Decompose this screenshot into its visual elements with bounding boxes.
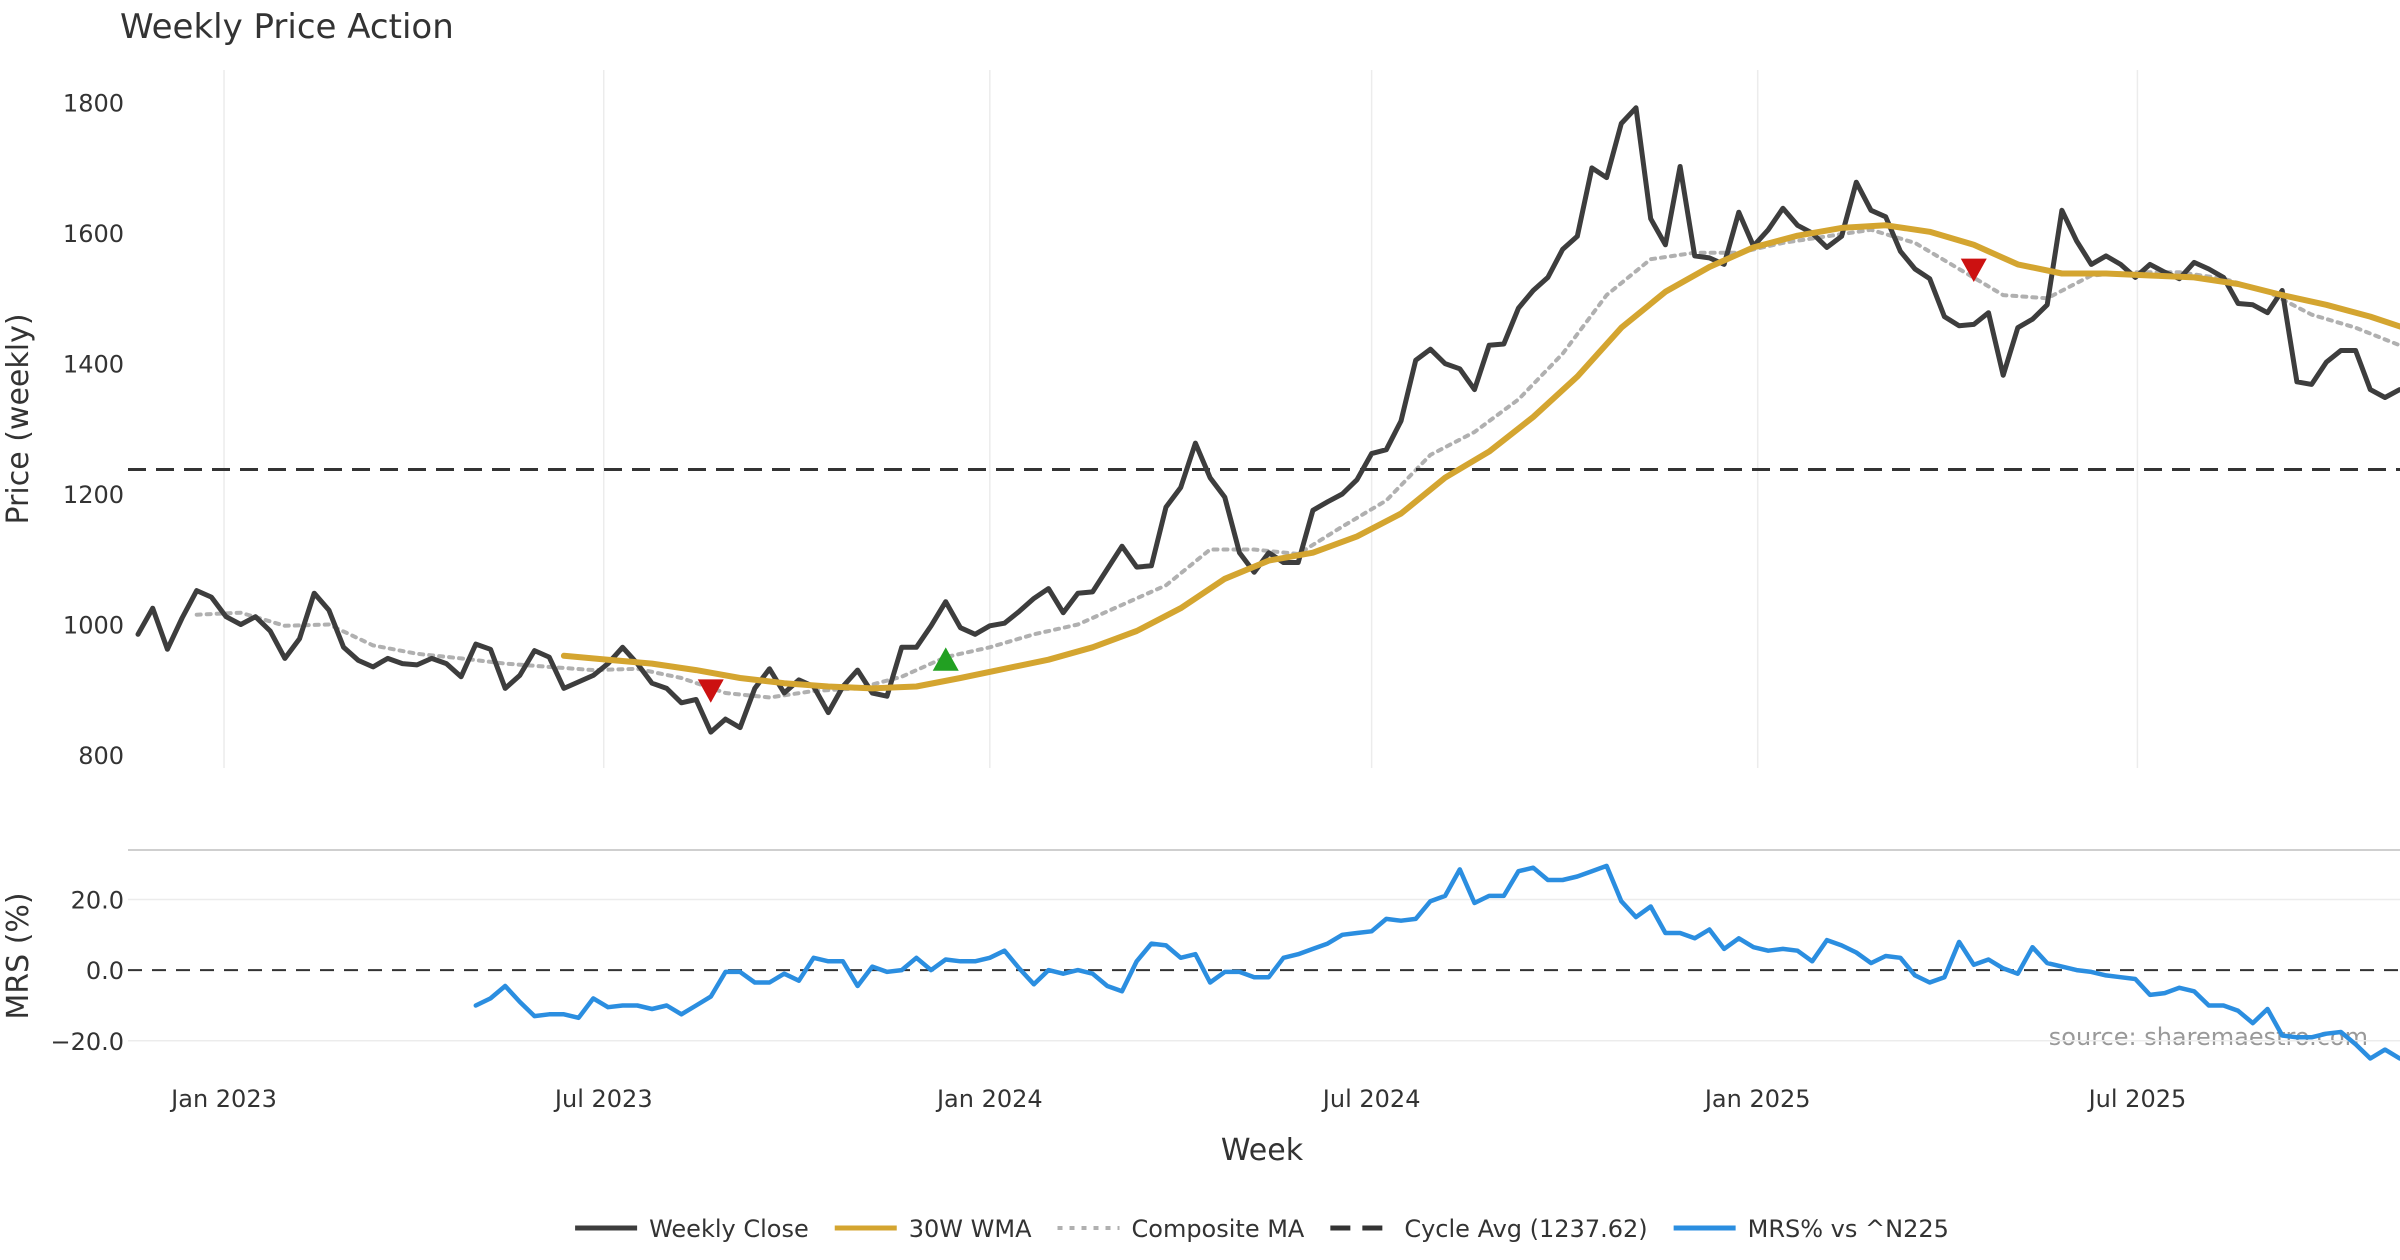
sell-signal-marker bbox=[697, 679, 724, 703]
x-tick-label: Jan 2024 bbox=[935, 1085, 1043, 1113]
price-y-tick-labels: 800 1000 1200 1400 1600 1800 bbox=[63, 90, 124, 770]
legend-label: Weekly Close bbox=[649, 1215, 809, 1243]
mrs-y-tick-labels: −20.0 0.0 20.0 bbox=[50, 886, 124, 1055]
buy-signal-marker bbox=[932, 647, 959, 671]
legend-label: Composite MA bbox=[1132, 1215, 1305, 1243]
x-tick-label: Jan 2025 bbox=[1703, 1085, 1811, 1113]
price-y-axis-label: Price (weekly) bbox=[1, 313, 36, 524]
mrs-y-tick-label: 20.0 bbox=[71, 886, 124, 914]
price-y-tick-label: 1600 bbox=[63, 220, 124, 248]
x-tick-label: Jul 2023 bbox=[553, 1085, 653, 1113]
mrs-y-tick-label: −20.0 bbox=[50, 1028, 124, 1056]
chart-legend: Weekly Close 30W WMA Composite MA Cycle Avg… bbox=[575, 1215, 1949, 1243]
mrs-y-tick-label: 0.0 bbox=[86, 957, 124, 985]
x-tick-label: Jan 2023 bbox=[169, 1085, 277, 1113]
series-weekly-close-line bbox=[135, 105, 2400, 735]
series-mrs-line bbox=[473, 863, 2400, 1061]
price-y-tick-label: 1400 bbox=[63, 351, 124, 379]
price-y-tick-label: 1000 bbox=[63, 611, 124, 639]
x-tick-label: Jul 2025 bbox=[2087, 1085, 2187, 1113]
mrs-series-group bbox=[473, 863, 2400, 1061]
price-y-tick-label: 1200 bbox=[63, 481, 124, 509]
price-y-tick-label: 1800 bbox=[63, 90, 124, 118]
x-axis-label: Week bbox=[1221, 1133, 1304, 1168]
signal-markers bbox=[697, 258, 1987, 703]
price-gridlines bbox=[223, 70, 2139, 768]
series-composite-ma-line bbox=[194, 227, 2400, 700]
series-30w-wma-line bbox=[560, 222, 2400, 692]
sell-signal-marker bbox=[1960, 258, 1987, 282]
legend-label: 30W WMA bbox=[909, 1215, 1032, 1243]
mrs-y-axis-label: MRS (%) bbox=[1, 892, 36, 1019]
legend-label: Cycle Avg (1237.62) bbox=[1404, 1215, 1647, 1243]
legend-label: MRS% vs ^N225 bbox=[1748, 1215, 1949, 1243]
x-tick-labels: Jan 2023 Jul 2023 Jan 2024 Jul 2024 Jan 2025… bbox=[169, 1085, 2186, 1113]
chart-title: Weekly Price Action bbox=[120, 7, 454, 47]
x-tick-label: Jul 2024 bbox=[1321, 1085, 1421, 1113]
mrs-gridlines bbox=[128, 849, 2400, 1042]
price-y-tick-label: 800 bbox=[78, 742, 124, 770]
price-series-group bbox=[128, 105, 2400, 735]
